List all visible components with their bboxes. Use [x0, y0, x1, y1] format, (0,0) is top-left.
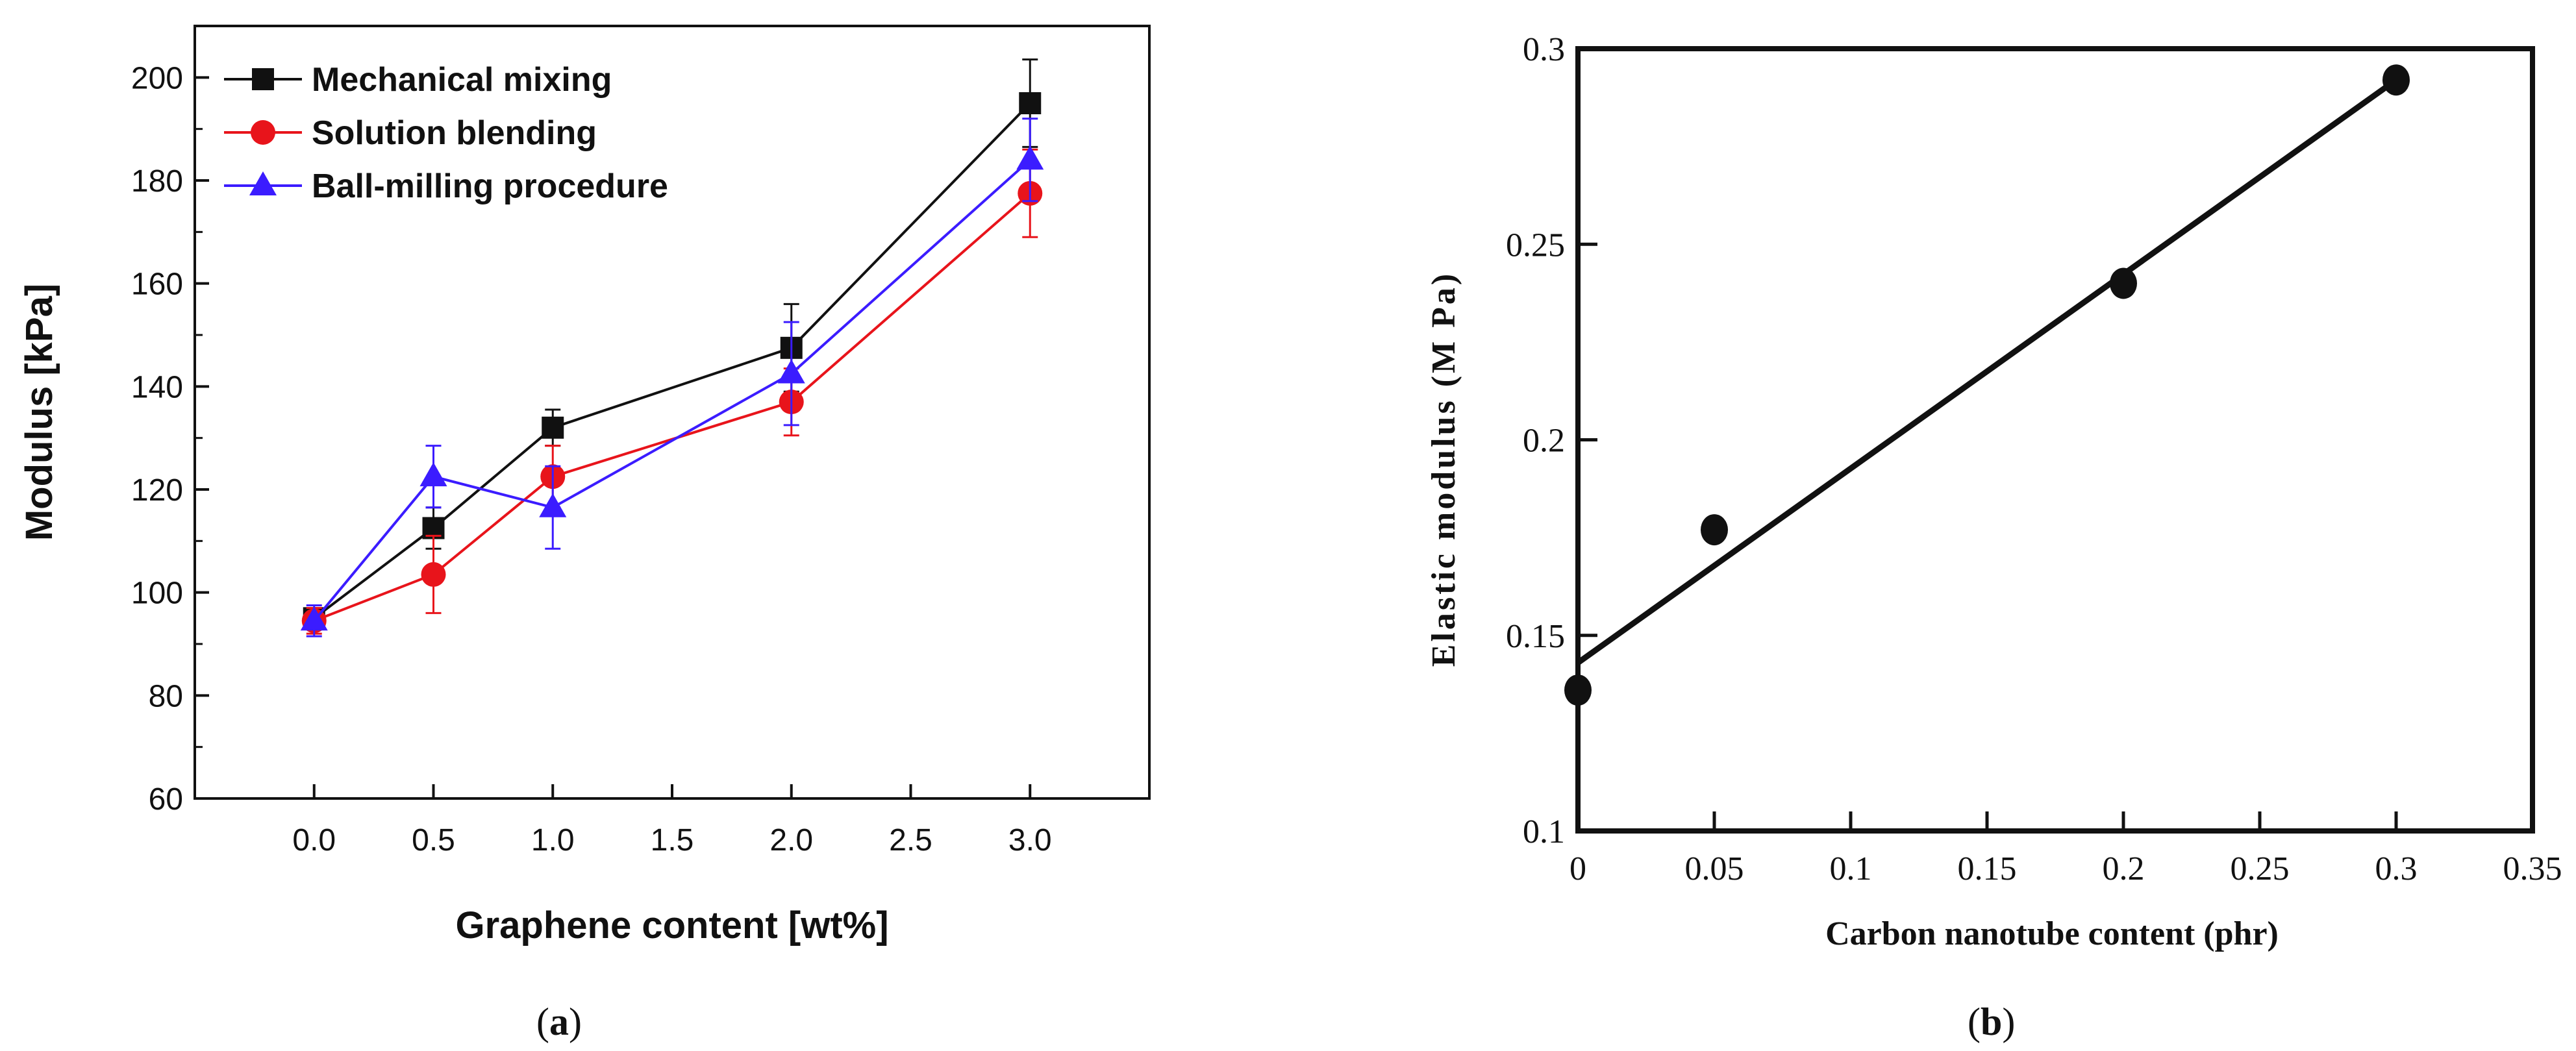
data-point	[1701, 514, 1728, 546]
y-tick-label: 140	[131, 370, 183, 404]
y-axis-title: Elastic modulus (M Pa)	[1425, 271, 1462, 667]
x-axis-title: Graphene content [wt%]	[455, 904, 888, 946]
x-tick-label: 0.05	[1685, 850, 1744, 887]
x-tick-label: 2.0	[769, 823, 813, 858]
x-tick-label: 0.2	[2103, 850, 2145, 887]
legend-label: Ball-milling procedure	[312, 167, 668, 205]
y-tick-label: 0.25	[1506, 227, 1565, 264]
legend-label: Solution blending	[312, 114, 597, 152]
legend-marker	[252, 68, 274, 90]
y-tick-label: 200	[131, 61, 183, 95]
x-tick-label: 0.0	[292, 823, 336, 858]
data-point	[421, 562, 446, 587]
x-tick-label: 3.0	[1008, 823, 1052, 858]
caption-a-letter: a	[549, 1000, 569, 1043]
y-tick-label: 120	[131, 473, 183, 508]
chart-a: 60 80 100 120 140 160 180 200 0.0 0.5 1.0 1.5 2.0 2.5…	[18, 25, 1151, 946]
fit-line	[1576, 77, 2398, 665]
data-point	[777, 359, 805, 384]
caption-b-close: )	[2002, 1000, 2016, 1043]
x-tick-label: 0	[1569, 850, 1586, 887]
x-tick-label: 1.0	[531, 823, 575, 858]
caption-b: (b)	[1968, 1000, 2015, 1045]
data-point	[1019, 92, 1042, 114]
x-tick-label: 0.25	[2231, 850, 2290, 887]
x-tick-label: 0.3	[2375, 850, 2418, 887]
data-point	[2110, 267, 2137, 299]
x-tick-label: 0.1	[1830, 850, 1872, 887]
y-axis-title: Modulus [kPa]	[18, 284, 60, 541]
data-point	[539, 493, 567, 517]
chart-b: 0 0.05 0.1 0.15 0.2 0.25 0.3 0.35 0.1 0.15 0.2 0.25…	[1425, 31, 2562, 952]
data-point	[1564, 674, 1592, 706]
legend-label: Mechanical mixing	[312, 61, 612, 99]
legend: Mechanical mixing Solution blending Ball-m…	[224, 61, 668, 205]
y-tick-label: 0.15	[1506, 618, 1565, 655]
caption-a-open: (	[536, 1000, 549, 1043]
y-tick-label: 180	[131, 164, 183, 199]
x-tick-label: 0.5	[412, 823, 455, 858]
x-tick-label: 2.5	[889, 823, 932, 858]
y-tick-label: 0.1	[1523, 813, 1565, 850]
y-tick-label: 60	[149, 782, 183, 817]
x-tick-label: 0.35	[2503, 850, 2562, 887]
y-tick-label: 0.2	[1523, 423, 1565, 460]
y-tick-label: 80	[149, 679, 183, 713]
data-point	[419, 462, 447, 487]
caption-a-close: )	[568, 1000, 582, 1043]
series-circle	[301, 148, 1043, 635]
caption-a: (a)	[536, 1000, 582, 1045]
data-point	[300, 606, 328, 631]
series-triangle	[300, 117, 1044, 637]
caption-b-letter: b	[1980, 1000, 2003, 1043]
series-line	[313, 158, 1031, 622]
caption-b-open: (	[1968, 1000, 1981, 1043]
x-axis-title: Carbon nanotube content (phr)	[1825, 915, 2279, 952]
data-point	[542, 416, 564, 439]
plot-frame	[1575, 46, 2535, 834]
data-point	[2382, 64, 2410, 96]
y-tick-label: 0.3	[1523, 31, 1565, 68]
x-tick-label: 0.15	[1958, 850, 2017, 887]
legend-marker	[251, 120, 275, 145]
legend-marker	[249, 171, 277, 195]
y-tick-label: 100	[131, 576, 183, 611]
data-point	[1016, 145, 1044, 170]
y-tick-label: 160	[131, 267, 183, 302]
x-tick-label: 1.5	[651, 823, 694, 858]
